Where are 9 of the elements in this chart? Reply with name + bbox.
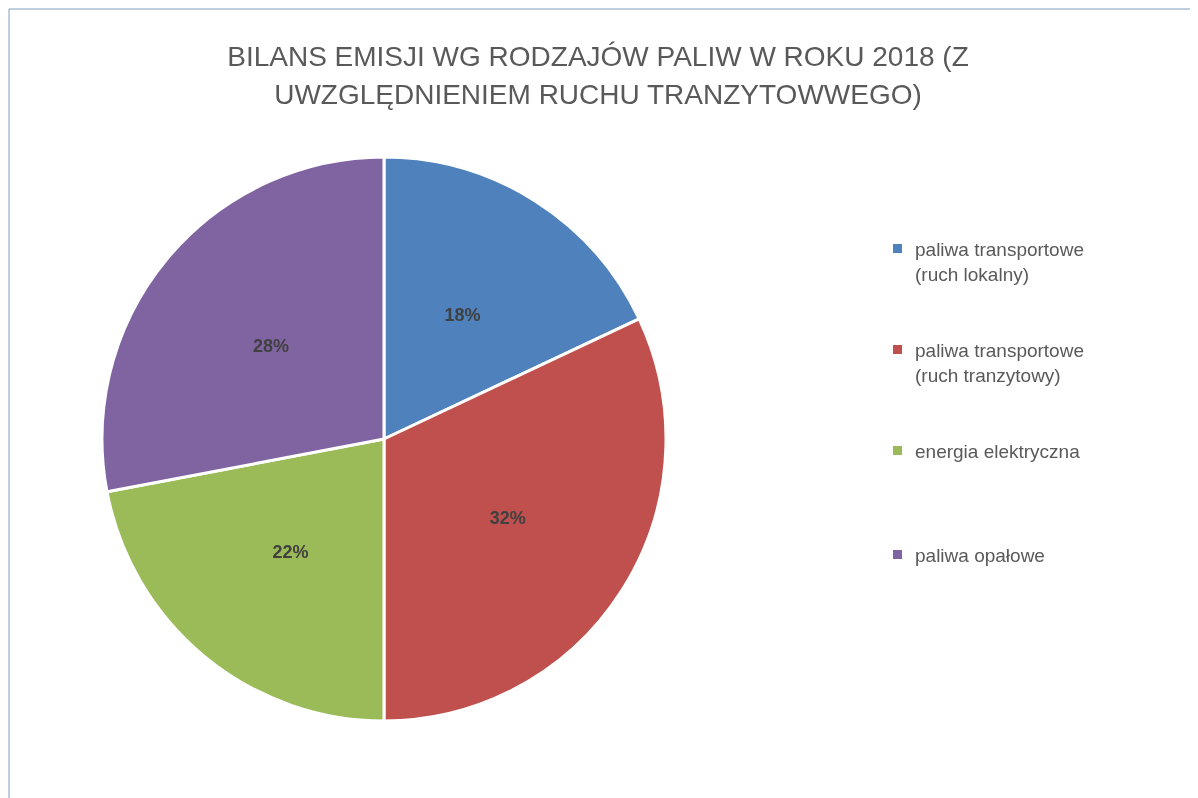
data-label: 32% <box>489 507 526 528</box>
legend-label: paliwa transportowe (ruch tranzytowy) <box>915 339 1084 386</box>
chart-title: BILANS EMISJI WG RODZAJÓW PALIW W ROKU 2018 (Z UWZGLĘDNIENIEM RUCHU TRANZYTOWWEGO) <box>227 41 969 110</box>
data-label: 28% <box>253 335 290 356</box>
data-label: 22% <box>272 541 309 562</box>
legend-label: paliwa opałowe <box>915 544 1045 566</box>
data-label: 18% <box>444 305 481 326</box>
legend-label: paliwa transportowe (ruch lokalny) <box>915 238 1084 285</box>
legend-label: energia elektryczna <box>915 440 1081 462</box>
